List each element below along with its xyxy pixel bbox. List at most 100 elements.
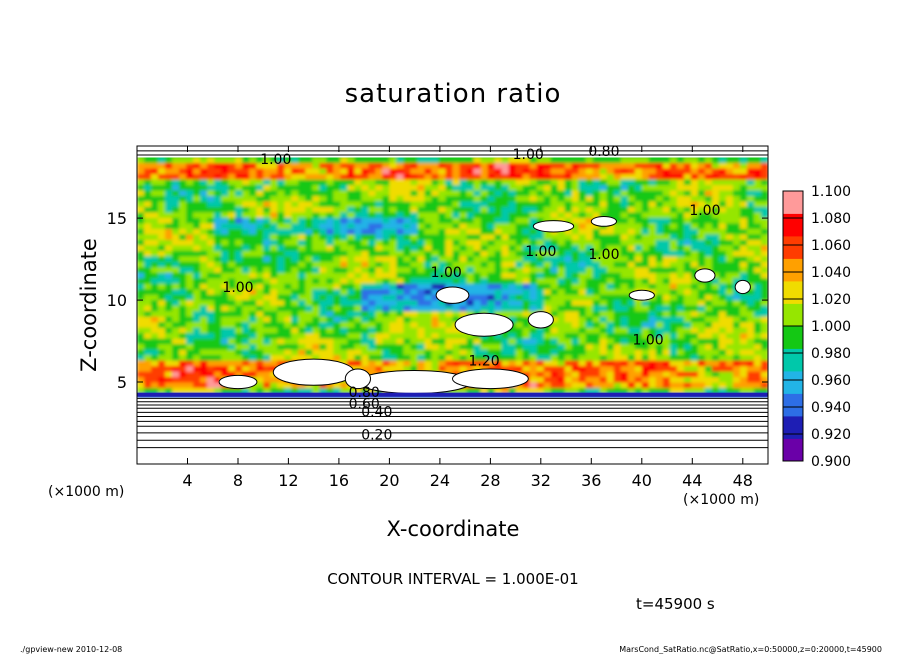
heatmap-cell: [158, 299, 166, 306]
heatmap-cell: [718, 189, 727, 196]
heatmap-cell: [270, 228, 278, 235]
heatmap-cell: [319, 173, 327, 180]
heatmap-cell: [662, 338, 671, 345]
heatmap-cell: [256, 217, 264, 224]
heatmap-cell: [613, 354, 622, 361]
heatmap-cell: [529, 250, 538, 257]
heatmap-cell: [578, 206, 587, 213]
heatmap-cell: [606, 277, 615, 284]
heatmap-cell: [655, 261, 664, 268]
heatmap-cell: [242, 173, 250, 180]
y-axis-label: Z-coordinate: [77, 238, 101, 372]
heatmap-cell: [403, 321, 412, 328]
heatmap-cell: [172, 189, 180, 196]
heatmap-cell: [263, 381, 271, 389]
heatmap-cell: [410, 283, 419, 290]
heatmap-cell: [599, 327, 608, 334]
heatmap-cell: [277, 228, 285, 235]
heatmap-cell: [193, 360, 201, 367]
heatmap-cell: [592, 316, 601, 323]
heatmap-cell: [690, 305, 699, 312]
heatmap-cell: [739, 167, 748, 175]
heatmap-cell: [634, 206, 643, 213]
heatmap-cell: [739, 272, 748, 279]
heatmap-cell: [725, 370, 734, 378]
heatmap-cell: [256, 381, 264, 389]
heatmap-cell: [396, 316, 405, 323]
heatmap-cell: [249, 173, 257, 180]
x-tick-label: 36: [581, 471, 601, 490]
heatmap-cell: [396, 228, 405, 235]
heatmap-cell: [529, 239, 538, 246]
heatmap-cell: [186, 217, 194, 224]
heatmap-cell: [312, 272, 320, 279]
heatmap-cell: [620, 338, 629, 345]
heatmap-cell: [466, 178, 475, 186]
heatmap-cell: [690, 299, 699, 306]
heatmap-cell: [473, 277, 482, 284]
heatmap-cell: [634, 200, 643, 207]
heatmap-cell: [452, 167, 461, 175]
heatmap-cell: [557, 189, 566, 196]
heatmap-cell: [256, 283, 264, 290]
heatmap-cell: [508, 305, 517, 312]
heatmap-cell: [172, 200, 180, 207]
heatmap-cell: [522, 195, 531, 202]
heatmap-cell: [137, 178, 145, 186]
heatmap-cell: [165, 255, 173, 262]
heatmap-cell: [298, 189, 306, 196]
heatmap-cell: [270, 360, 278, 367]
heatmap-cell: [746, 338, 755, 345]
heatmap-cell: [760, 217, 768, 224]
heatmap-cell: [242, 200, 250, 207]
heatmap-cell: [382, 261, 390, 268]
heatmap-cell: [641, 360, 650, 367]
heatmap-cell: [655, 173, 664, 180]
heatmap-cell: [760, 387, 768, 394]
heatmap-cell: [312, 310, 320, 317]
heatmap-cell: [291, 338, 299, 345]
heatmap-cell: [403, 173, 412, 180]
heatmap-cell: [165, 327, 173, 334]
heatmap-cell: [760, 266, 768, 273]
heatmap-cell: [543, 266, 552, 273]
heatmap-cell: [151, 173, 159, 180]
heatmap-cell: [284, 261, 292, 268]
heatmap-cell: [382, 349, 390, 356]
heatmap-cell: [179, 244, 187, 251]
contour-interval-text: CONTOUR INTERVAL = 1.000E-01: [327, 570, 578, 588]
heatmap-cell: [165, 244, 173, 251]
heatmap-cell: [606, 250, 615, 257]
heatmap-cell: [361, 310, 369, 317]
x-tick-label: 24: [430, 471, 450, 490]
heatmap-cell: [319, 316, 327, 323]
heatmap-cell: [473, 343, 482, 350]
heatmap-cell: [536, 381, 545, 389]
heatmap-cell: [207, 381, 215, 389]
heatmap-cell: [179, 184, 187, 191]
heatmap-cell: [438, 255, 447, 262]
heatmap-cell: [557, 195, 566, 202]
heatmap-cell: [508, 294, 517, 301]
heatmap-cell: [704, 343, 713, 350]
heatmap-cell: [431, 244, 440, 251]
heatmap-cell: [333, 354, 341, 361]
heatmap-cell: [704, 310, 713, 317]
heatmap-cell: [466, 272, 475, 279]
heatmap-cell: [396, 338, 405, 345]
heatmap-cell: [193, 310, 201, 317]
heatmap-cell: [249, 178, 257, 186]
heatmap-cell: [536, 250, 545, 257]
heatmap-cell: [466, 354, 475, 361]
heatmap-cell: [382, 189, 390, 196]
heatmap-cell: [564, 162, 573, 169]
heatmap-cell: [753, 310, 762, 317]
heatmap-cell: [424, 277, 433, 284]
heatmap-cell: [242, 288, 250, 295]
heatmap-cell: [473, 167, 482, 175]
heatmap-cell: [158, 200, 166, 207]
heatmap-cell: [592, 173, 601, 180]
heatmap-cell: [340, 200, 348, 207]
heatmap-cell: [242, 310, 250, 317]
heatmap-cell: [137, 332, 145, 339]
